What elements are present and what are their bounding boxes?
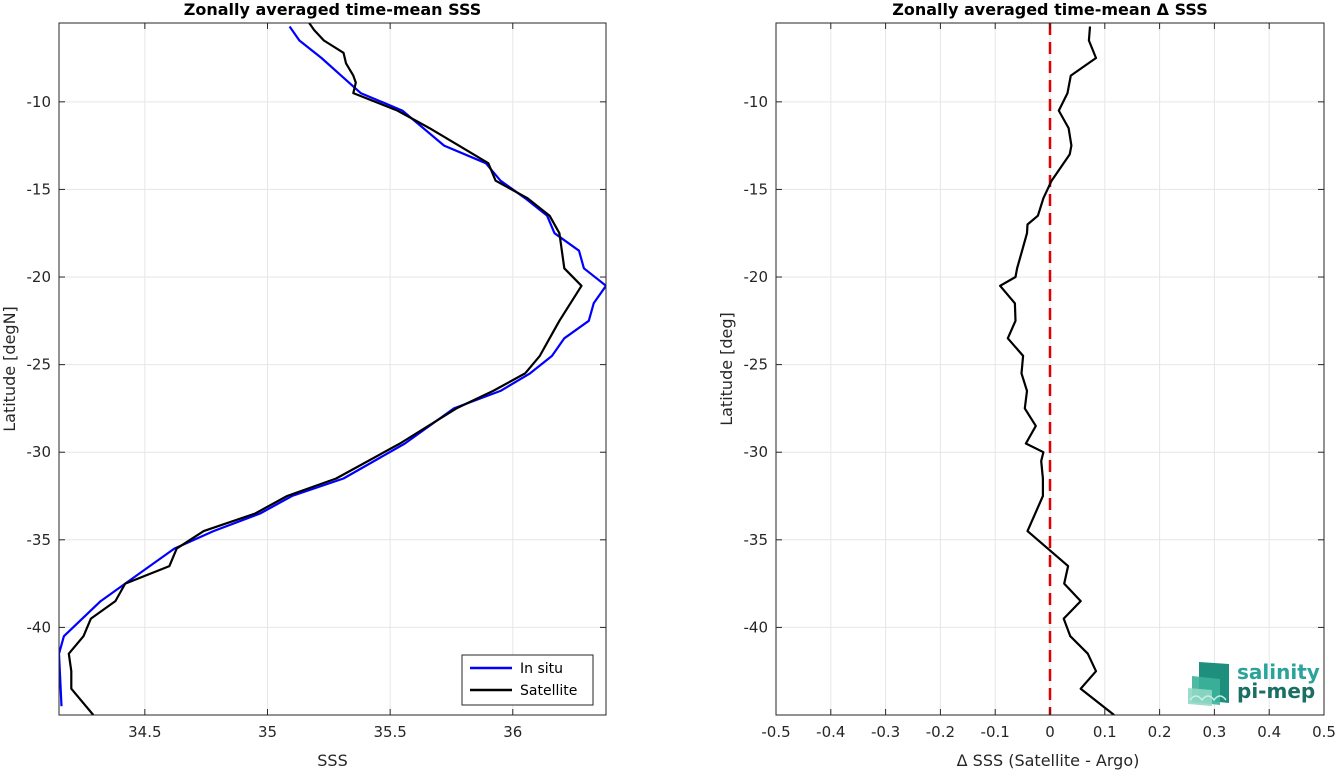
- left-series-group: [59, 23, 606, 715]
- y-tick-label: -10: [27, 93, 52, 111]
- y-tick-label: -10: [744, 93, 769, 111]
- legend-in-situ-label: In situ: [520, 661, 563, 677]
- x-tick-label: 35.5: [373, 723, 406, 741]
- logo-wave-icon: [1188, 662, 1229, 706]
- x-tick-label: 0.2: [1148, 723, 1172, 741]
- y-tick-label: -35: [744, 531, 769, 549]
- right-panel: -0.5 -0.4 -0.3 -0.2 -0.1 0 0.1 0.2 0.3 0.4 0.5 -10 -…: [717, 0, 1336, 770]
- y-tick-label: -25: [744, 356, 769, 374]
- logo-line1: salinity: [1237, 660, 1320, 684]
- y-tick-label: -30: [744, 443, 769, 461]
- x-tick-label: -0.3: [871, 723, 900, 741]
- left-x-axis-label: SSS: [317, 751, 347, 770]
- right-series-group: [998, 23, 1115, 715]
- x-tick-label: 0.1: [1093, 723, 1117, 741]
- x-tick-label: -0.1: [981, 723, 1010, 741]
- left-panel: 34.5 35 35.5 36 -10 -15 -20 -25 -30 -35 -40 Zonall…: [0, 0, 607, 770]
- y-tick-label: -35: [27, 531, 52, 549]
- x-tick-label: 0: [1045, 723, 1055, 741]
- legend: In situ Satellite: [461, 654, 594, 706]
- x-tick-label: 0.4: [1257, 723, 1281, 741]
- right-y-axis-label: Latitude [deg]: [717, 312, 736, 426]
- right-ticks: -0.5 -0.4 -0.3 -0.2 -0.1 0 0.1 0.2 0.3 0.4 0.5 -10 -…: [744, 23, 1336, 741]
- legend-box: [461, 654, 594, 706]
- left-plot-area: [59, 23, 606, 715]
- left-y-axis-label: Latitude [degN]: [0, 306, 19, 432]
- y-tick-label: -40: [27, 618, 52, 636]
- left-chart-title: Zonally averaged time-mean SSS: [184, 0, 482, 19]
- y-tick-label: -40: [744, 618, 769, 636]
- y-tick-label: -15: [27, 180, 52, 198]
- right-chart-title: Zonally averaged time-mean Δ SSS: [892, 0, 1208, 19]
- legend-satellite-label: Satellite: [520, 683, 577, 699]
- y-tick-label: -15: [744, 180, 769, 198]
- right-x-axis-label: Δ SSS (Satellite - Argo): [957, 751, 1140, 770]
- x-tick-label: 35: [258, 723, 277, 741]
- logo-line2: pi-mep: [1237, 679, 1315, 703]
- x-tick-label: 36: [503, 723, 522, 741]
- x-tick-label: -0.5: [761, 723, 790, 741]
- salinity-pi-mep-logo: salinity pi-mep: [1188, 660, 1320, 706]
- x-tick-label: -0.2: [926, 723, 955, 741]
- left-grid: [59, 23, 606, 715]
- y-tick-label: -20: [744, 268, 769, 286]
- x-tick-label: 0.5: [1312, 723, 1336, 741]
- y-tick-label: -30: [27, 443, 52, 461]
- x-tick-label: -0.4: [816, 723, 845, 741]
- delta-sss-line: [998, 26, 1115, 715]
- satellite-line: [67, 23, 583, 715]
- y-tick-label: -20: [27, 268, 52, 286]
- x-tick-label: 34.5: [128, 723, 161, 741]
- left-axes-box: [58, 22, 607, 716]
- x-tick-label: 0.3: [1202, 723, 1226, 741]
- left-ticks: 34.5 35 35.5 36 -10 -15 -20 -25 -30 -35 -40: [27, 23, 606, 741]
- y-tick-label: -25: [27, 356, 52, 374]
